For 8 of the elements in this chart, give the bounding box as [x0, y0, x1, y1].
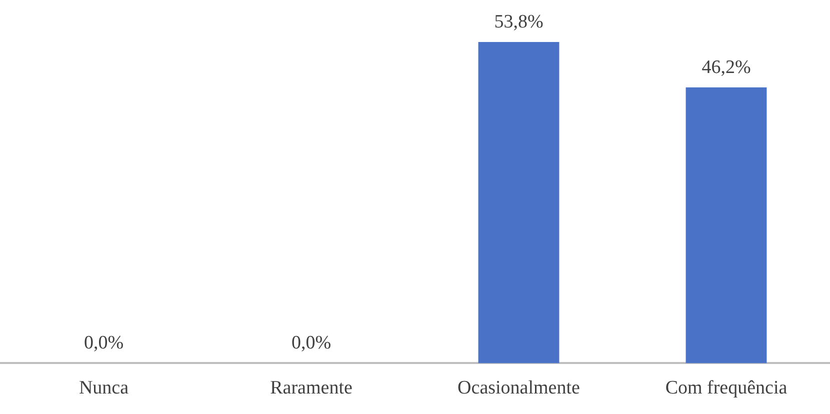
data-label: 46,2%: [702, 56, 751, 78]
x-tick-label: Ocasionalmente: [458, 378, 580, 399]
data-label: 0,0%: [291, 332, 332, 354]
data-label: 0,0%: [84, 332, 124, 354]
x-tick-label: Com frequência: [665, 378, 788, 399]
x-tick-label: Nunca: [78, 378, 130, 399]
data-label: 53,8%: [494, 12, 544, 32]
x-tick-label: Raramente: [270, 378, 352, 399]
